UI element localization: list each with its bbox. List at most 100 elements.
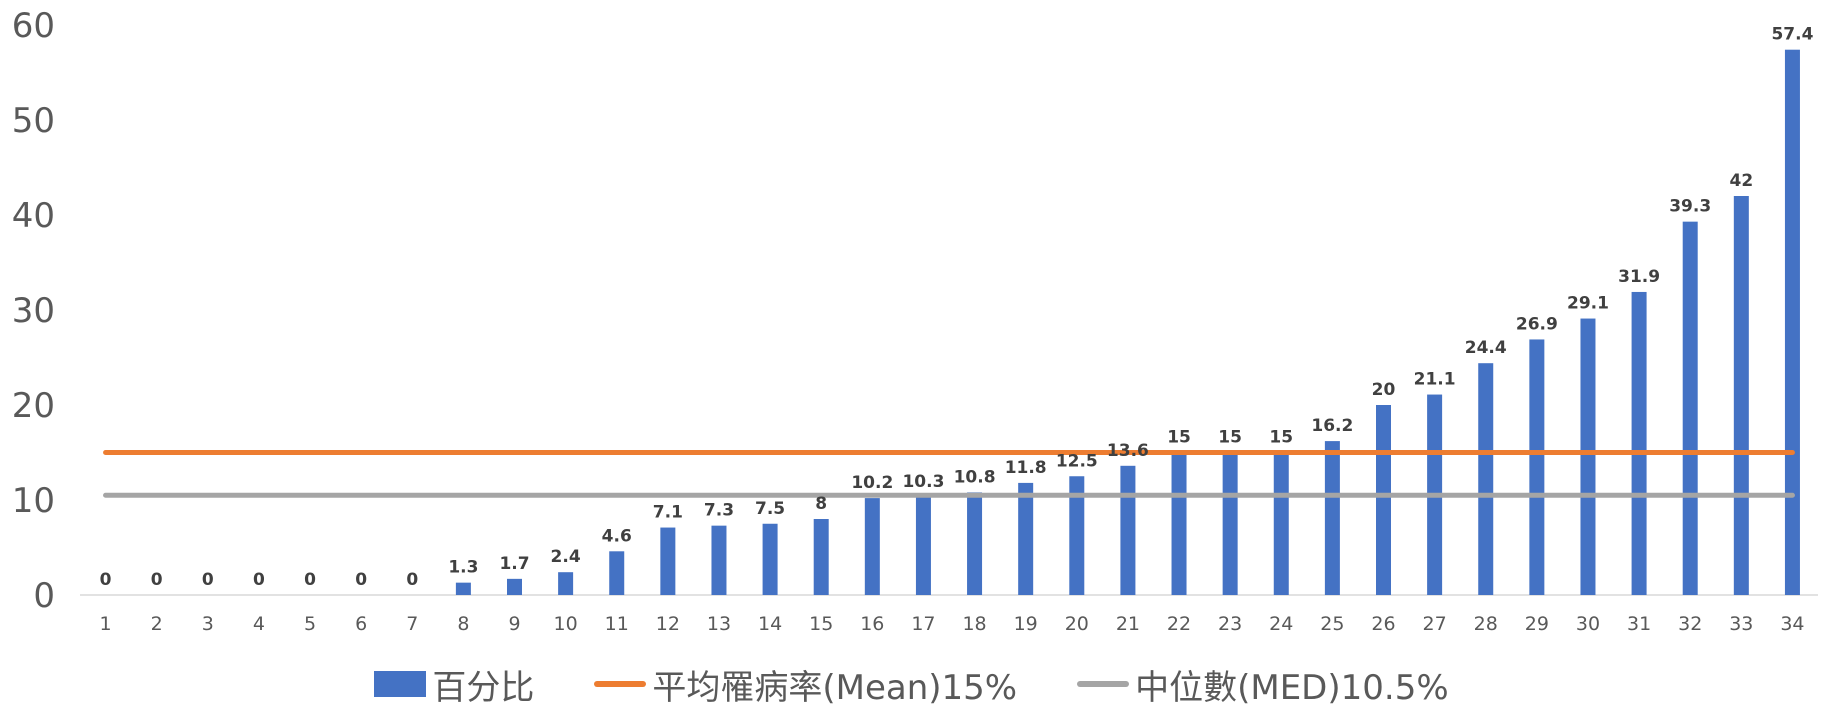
legend-bar-label: 百分比 (432, 667, 535, 708)
x-tick-label: 20 (1065, 613, 1089, 635)
x-axis-ticks: 1 2 3 4 5 6 7 8 9 10 11 12 13 14 15 16 17 18 19 20 21 22 23 24 2… (100, 613, 1805, 635)
x-tick-label: 10 (554, 613, 578, 635)
bar-data-label: 13.6 (1107, 441, 1149, 461)
legend-median-swatch (1077, 681, 1130, 687)
bar-data-label: 7.5 (755, 499, 785, 519)
bar-data-label: 15 (1167, 428, 1191, 448)
bar-data-label: 0 (304, 570, 316, 590)
y-tick-label: 40 (12, 196, 55, 236)
bar-series (455, 49, 1800, 595)
bar-data-label: 0 (355, 570, 367, 590)
x-tick-label: 19 (1014, 613, 1038, 635)
bar (609, 551, 625, 595)
bar-data-label: 15 (1218, 428, 1242, 448)
x-tick-label: 33 (1729, 613, 1753, 635)
bar-data-label: 10.8 (954, 467, 996, 487)
bar (1120, 465, 1136, 595)
x-tick-label: 11 (605, 613, 629, 635)
x-tick-label: 6 (355, 613, 367, 635)
bar-data-label: 24.4 (1465, 338, 1507, 358)
bar-data-label: 0 (100, 570, 112, 590)
x-tick-label: 24 (1269, 613, 1293, 635)
bar (1273, 452, 1289, 595)
x-tick-label: 30 (1576, 613, 1600, 635)
legend: 百分比 平均罹病率(Mean)15% 中位數(MED)10.5% (0, 660, 1823, 708)
bar-data-label: 16.2 (1311, 416, 1353, 436)
x-tick-label: 26 (1371, 613, 1395, 635)
bar (864, 498, 880, 595)
bar (1580, 318, 1596, 595)
chart: 0 10 20 30 40 50 60 0 0 0 0 0 0 0 1.3 1.7 2.4 4.6 7.1 7.3 7… (12, 6, 1818, 635)
x-tick-label: 5 (304, 613, 316, 635)
y-tick-label: 0 (33, 576, 55, 616)
y-axis: 0 10 20 30 40 50 60 (12, 6, 55, 616)
legend-item-median: 中位數(MED)10.5% (1077, 660, 1449, 709)
bar-data-label: 12.5 (1056, 451, 1098, 471)
reference-lines (103, 450, 1795, 498)
bar (1784, 49, 1800, 595)
bar-data-label: 42 (1729, 171, 1753, 191)
x-tick-label: 15 (809, 613, 833, 635)
x-tick-label: 17 (911, 613, 935, 635)
bar-data-label: 15 (1269, 428, 1293, 448)
bar (558, 572, 574, 595)
y-tick-label: 20 (12, 386, 55, 426)
legend-mean-label: 平均罹病率(Mean)15% (652, 667, 1018, 708)
y-tick-label: 10 (12, 481, 55, 521)
x-tick-label: 21 (1116, 613, 1140, 635)
bar (1376, 405, 1391, 595)
bar-data-label: 0 (253, 570, 265, 590)
bar (1222, 452, 1238, 595)
data-labels: 0 0 0 0 0 0 0 1.3 1.7 2.4 4.6 7.1 7.3 7.5 8 10.2 10.3 10.… (100, 25, 1814, 590)
x-tick-label: 3 (202, 613, 214, 635)
x-tick-label: 28 (1474, 613, 1498, 635)
bar-data-label: 26.9 (1516, 314, 1558, 334)
bar-data-label: 10.2 (851, 473, 893, 493)
bar-data-label: 31.9 (1618, 267, 1660, 287)
bar-data-label: 0 (406, 570, 418, 590)
legend-bar-swatch (374, 671, 427, 697)
bar-data-label: 7.3 (704, 501, 734, 521)
bar-data-label: 11.8 (1005, 458, 1047, 478)
bar (1171, 452, 1187, 595)
y-tick-label: 60 (12, 6, 55, 46)
x-tick-label: 9 (508, 613, 520, 635)
bar-data-label: 21.1 (1414, 370, 1456, 390)
x-tick-label: 34 (1780, 613, 1804, 635)
x-tick-label: 14 (758, 613, 782, 635)
legend-item-mean: 平均罹病率(Mean)15% (594, 660, 1017, 709)
x-tick-label: 29 (1525, 613, 1549, 635)
bar (455, 582, 471, 595)
x-tick-label: 1 (100, 613, 112, 635)
legend-item-bar: 百分比 (374, 660, 534, 709)
x-tick-label: 12 (656, 613, 680, 635)
x-tick-label: 4 (253, 613, 265, 635)
bar-data-label: 1.3 (448, 558, 478, 578)
x-tick-label: 7 (406, 613, 418, 635)
x-tick-label: 8 (457, 613, 469, 635)
bar-data-label: 10.3 (902, 472, 944, 492)
bar (711, 525, 727, 595)
bar-data-label: 4.6 (602, 526, 632, 546)
bar (813, 519, 829, 595)
legend-median-label: 中位數(MED)10.5% (1135, 667, 1449, 708)
y-tick-label: 50 (12, 101, 55, 141)
bar (967, 492, 983, 595)
x-tick-label: 2 (151, 613, 163, 635)
bar (1682, 221, 1698, 595)
x-tick-label: 31 (1627, 613, 1651, 635)
bar (507, 578, 522, 595)
bar-data-label: 8 (815, 494, 827, 514)
x-tick-label: 13 (707, 613, 731, 635)
bar-data-label: 29.1 (1567, 294, 1609, 314)
bar (915, 497, 931, 595)
bar-data-label: 0 (151, 570, 163, 590)
bar-data-label: 57.4 (1771, 25, 1813, 45)
x-tick-label: 25 (1320, 613, 1344, 635)
bar (1733, 196, 1749, 595)
x-tick-label: 18 (962, 613, 986, 635)
bar-data-label: 0 (202, 570, 214, 590)
bar-data-label: 39.3 (1669, 197, 1711, 217)
x-tick-label: 23 (1218, 613, 1242, 635)
bar (1324, 441, 1340, 595)
